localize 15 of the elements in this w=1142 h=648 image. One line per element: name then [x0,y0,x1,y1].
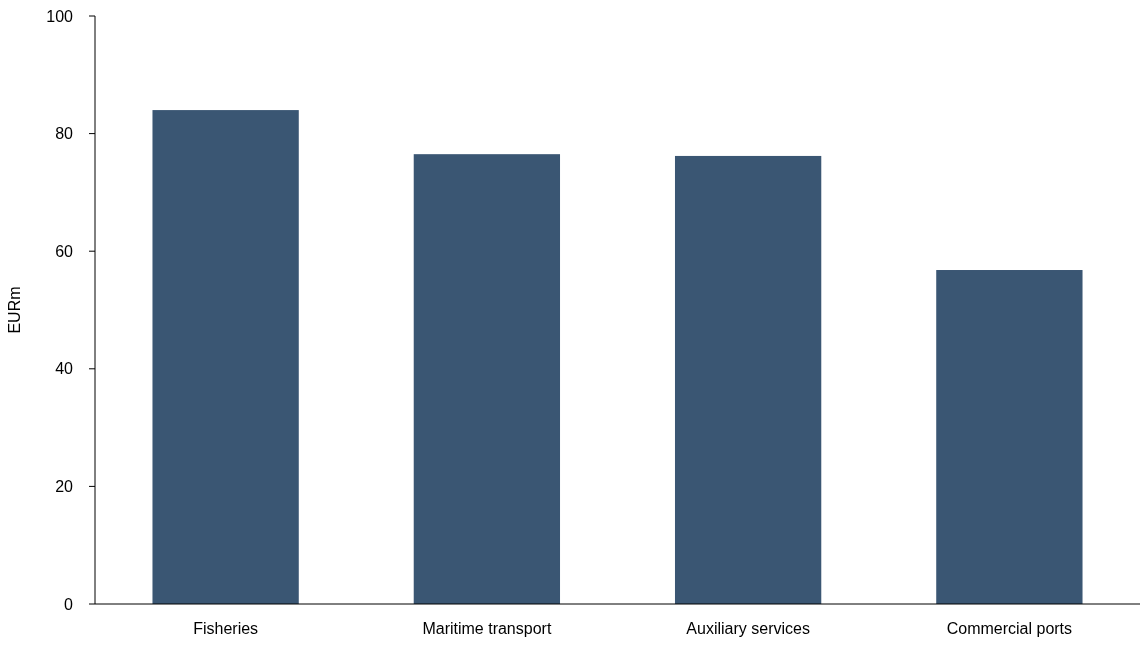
y-axis-title: EURm [6,286,23,334]
x-tick-label: Commercial ports [946,620,1073,637]
y-tick-label: 0 [64,595,74,613]
y-tick-label: 40 [55,360,74,378]
y-tick-label: 60 [55,242,74,260]
y-tick-label: 20 [55,478,74,495]
bar [152,110,299,604]
bar [936,270,1083,604]
y-tick-label: 100 [46,7,74,25]
bar [413,154,561,604]
x-tick-label: Maritime transport [422,620,552,637]
x-tick-label: Fisheries [193,620,259,637]
y-tick-label: 80 [55,125,74,143]
x-tick-label: Auxiliary services [686,620,810,637]
bar [674,155,822,604]
